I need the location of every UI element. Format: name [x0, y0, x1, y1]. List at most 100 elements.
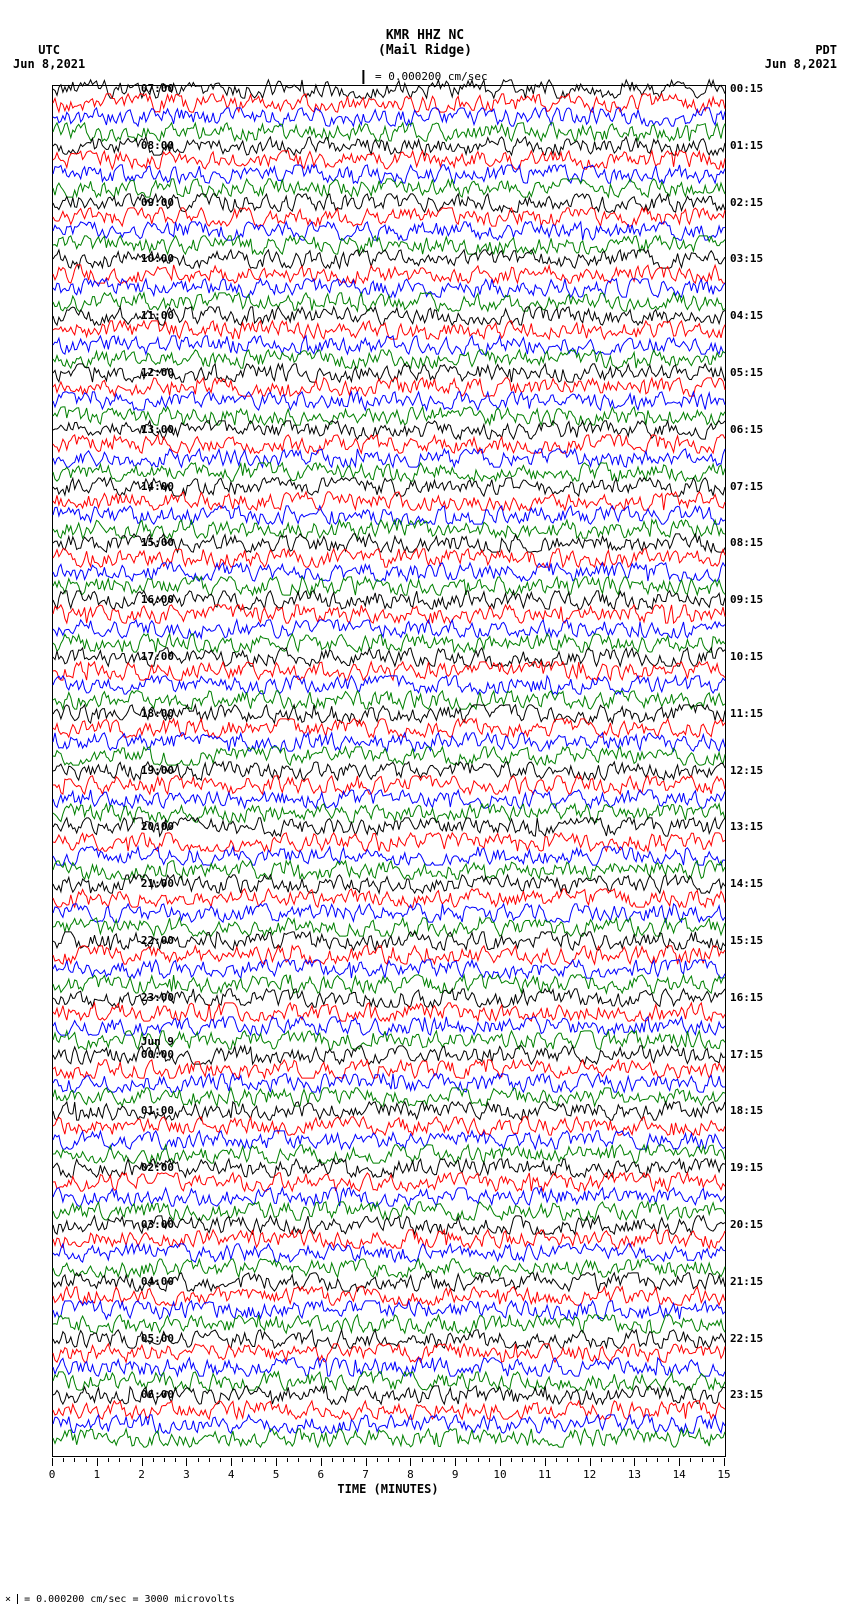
pdt-time-label: 07:15 — [730, 480, 763, 493]
x-tick-minor — [690, 1458, 691, 1462]
x-tick-label: 12 — [583, 1468, 596, 1481]
x-tick-major — [97, 1458, 98, 1466]
x-tick-minor — [130, 1458, 131, 1462]
pdt-time-label: 05:15 — [730, 366, 763, 379]
trace-row — [53, 1069, 725, 1070]
trace-row — [53, 1268, 725, 1269]
trace-row — [53, 330, 725, 331]
pdt-time-label: 20:15 — [730, 1218, 763, 1231]
trace-row — [53, 1154, 725, 1155]
x-tick-minor — [332, 1458, 333, 1462]
trace-row — [53, 1381, 725, 1382]
x-tick-major — [500, 1458, 501, 1466]
trace-row — [53, 1026, 725, 1027]
x-tick-minor — [422, 1458, 423, 1462]
trace-row — [53, 1410, 725, 1411]
trace-row — [53, 1324, 725, 1325]
x-axis: TIME (MINUTES) 0123456789101112131415 — [52, 1458, 724, 1498]
pdt-time-label: 13:15 — [730, 820, 763, 833]
trace-row — [53, 913, 725, 914]
x-tick-major — [142, 1458, 143, 1466]
pdt-time-label: 06:15 — [730, 423, 763, 436]
trace-row — [53, 472, 725, 473]
station-title: KMR HHZ NC (Mail Ridge) — [378, 28, 472, 58]
x-tick-minor — [612, 1458, 613, 1462]
x-tick-label: 5 — [273, 1468, 280, 1481]
pdt-time-label: 12:15 — [730, 764, 763, 777]
utc-time-label: 20:00 — [141, 820, 174, 833]
utc-time-label: 17:00 — [141, 650, 174, 663]
footer-text: = 0.000200 cm/sec = 3000 microvolts — [18, 1594, 235, 1605]
trace-row — [53, 188, 725, 189]
trace-row — [53, 700, 725, 701]
utc-time-label: 13:00 — [141, 423, 174, 436]
pdt-time-label: 21:15 — [730, 1275, 763, 1288]
x-tick-minor — [466, 1458, 467, 1462]
trace-row — [53, 927, 725, 928]
utc-time-label: 12:00 — [141, 366, 174, 379]
utc-time-label: 01:00 — [141, 1104, 174, 1117]
utc-time-label: 00:00 — [141, 1048, 174, 1061]
x-tick-minor — [343, 1458, 344, 1462]
x-tick-minor — [534, 1458, 535, 1462]
x-tick-minor — [220, 1458, 221, 1462]
trace-row — [53, 288, 725, 289]
trace-row — [53, 984, 725, 985]
header: KMR HHZ NC (Mail Ridge) UTC Jun 8,2021 P… — [0, 0, 850, 80]
trace-row — [53, 117, 725, 118]
trace-row — [53, 345, 725, 346]
x-tick-major — [321, 1458, 322, 1466]
station-location: (Mail Ridge) — [378, 43, 472, 58]
trace-row — [53, 529, 725, 530]
x-tick-minor — [254, 1458, 255, 1462]
x-tick-label: 10 — [493, 1468, 506, 1481]
trace-row — [53, 685, 725, 686]
trace-row — [53, 572, 725, 573]
trace-row — [53, 217, 725, 218]
x-tick-major — [366, 1458, 367, 1466]
x-tick-label: 6 — [317, 1468, 324, 1481]
trace-row — [53, 856, 725, 857]
x-tick-minor — [522, 1458, 523, 1462]
footer-prefix: × — [5, 1594, 11, 1605]
pdt-time-label: 17:15 — [730, 1048, 763, 1061]
utc-time-label: 21:00 — [141, 877, 174, 890]
trace-row — [53, 756, 725, 757]
x-tick-minor — [601, 1458, 602, 1462]
x-tick-minor — [153, 1458, 154, 1462]
trace-row — [53, 174, 725, 175]
pdt-time-label: 00:15 — [730, 82, 763, 95]
trace-row — [53, 898, 725, 899]
x-tick-major — [545, 1458, 546, 1466]
trace-row — [53, 1083, 725, 1084]
x-tick-label: 13 — [628, 1468, 641, 1481]
x-tick-major — [52, 1458, 53, 1466]
trace-row — [53, 1353, 725, 1354]
x-tick-minor — [578, 1458, 579, 1462]
trace-row — [53, 1012, 725, 1013]
trace-row — [53, 1438, 725, 1439]
pdt-time-label: 19:15 — [730, 1161, 763, 1174]
x-tick-major — [724, 1458, 725, 1466]
trace-row — [53, 515, 725, 516]
utc-time-label: 05:00 — [141, 1332, 174, 1345]
pdt-time-label: 04:15 — [730, 309, 763, 322]
x-tick-minor — [433, 1458, 434, 1462]
x-tick-major — [276, 1458, 277, 1466]
trace-row — [53, 274, 725, 275]
trace-row — [53, 785, 725, 786]
pdt-time-label: 22:15 — [730, 1332, 763, 1345]
trace-row — [53, 629, 725, 630]
date-left: Jun 8,2021 — [13, 57, 85, 71]
trace-row — [53, 614, 725, 615]
trace-row — [53, 458, 725, 459]
x-tick-label: 4 — [228, 1468, 235, 1481]
utc-time-label: 07:00 — [141, 82, 174, 95]
utc-time-label: 19:00 — [141, 764, 174, 777]
trace-row — [53, 742, 725, 743]
x-tick-minor — [63, 1458, 64, 1462]
trace-row — [53, 799, 725, 800]
utc-time-label: 11:00 — [141, 309, 174, 322]
x-tick-minor — [86, 1458, 87, 1462]
pdt-time-label: 03:15 — [730, 252, 763, 265]
